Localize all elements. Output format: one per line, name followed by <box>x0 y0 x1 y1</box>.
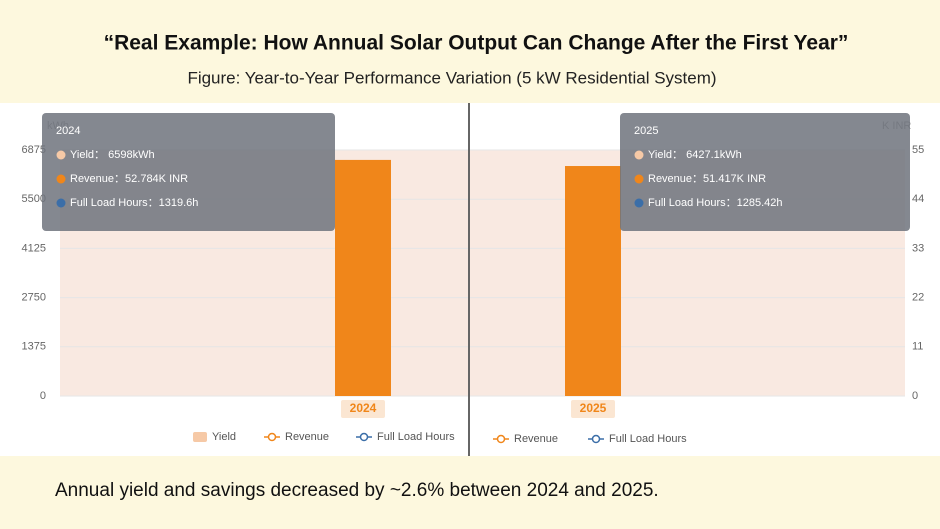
tooltip <box>620 113 910 231</box>
tooltip-dot <box>634 198 644 208</box>
tooltip-dot <box>634 174 644 184</box>
legend-swatch <box>193 432 207 442</box>
charts: 013752750412555006875kWh2024YieldRevenue… <box>22 113 924 445</box>
tooltip-dot <box>56 198 66 208</box>
tooltip-title: 2025 <box>634 125 658 137</box>
tooltip-row: Yield： 6427.1kWh <box>648 149 742 161</box>
bar <box>565 166 621 396</box>
y-tick-label: 22 <box>912 292 924 304</box>
y-tick-label: 0 <box>40 390 46 402</box>
y-tick-label: 5500 <box>22 193 46 205</box>
tooltip-row: Yield： 6598kWh <box>70 149 155 161</box>
legend-label: Yield <box>212 431 236 443</box>
legend-swatch <box>267 432 277 442</box>
tooltip-row: Full Load Hours：1285.42h <box>648 197 783 209</box>
tooltip <box>42 113 335 231</box>
legend-swatch <box>591 434 601 444</box>
legend-label: Full Load Hours <box>377 431 455 443</box>
tooltip-dot <box>56 150 66 160</box>
y-tick-label: 11 <box>912 341 923 353</box>
legend-label: Revenue <box>514 433 558 445</box>
tooltip-title: 2024 <box>56 125 80 137</box>
tooltip-dot <box>634 150 644 160</box>
y-tick-label: 6875 <box>22 144 46 156</box>
y-tick-label: 0 <box>912 390 918 402</box>
y-tick-label: 44 <box>912 193 924 205</box>
legend-label: Full Load Hours <box>609 433 687 445</box>
category-label-bg <box>571 400 615 418</box>
y-tick-label: 33 <box>912 242 924 254</box>
caption: Annual yield and savings decreased by ~2… <box>55 480 659 501</box>
x-tick-label: 2025 <box>580 401 607 415</box>
legend-swatch <box>359 432 369 442</box>
category-label-bg <box>341 400 385 418</box>
legend-swatch <box>496 434 506 444</box>
tooltip-row: Revenue：52.784K INR <box>70 173 188 185</box>
y-tick-label: 55 <box>912 144 924 156</box>
y-tick-label: 2750 <box>22 292 46 304</box>
legend-label: Revenue <box>285 431 329 443</box>
bar <box>335 159 391 396</box>
slide-title: “Real Example: How Annual Solar Output C… <box>104 32 849 55</box>
tooltip-dot <box>56 174 66 184</box>
x-tick-label: 2024 <box>350 401 377 415</box>
y-tick-label: 1375 <box>22 341 46 353</box>
tooltip-row: Full Load Hours：1319.6h <box>70 197 198 209</box>
tooltip-row: Revenue：51.417K INR <box>648 173 766 185</box>
y-tick-label: 4125 <box>22 242 46 254</box>
slide-subtitle: Figure: Year-to-Year Performance Variati… <box>187 68 716 87</box>
